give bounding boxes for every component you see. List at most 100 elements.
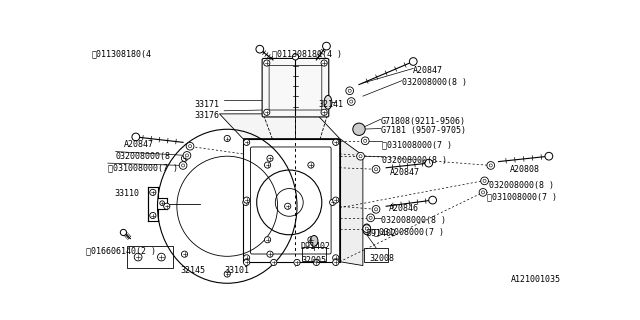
Text: D91402: D91402 (301, 243, 331, 252)
Circle shape (224, 271, 230, 277)
Circle shape (308, 237, 314, 243)
Polygon shape (220, 114, 340, 139)
Circle shape (489, 164, 492, 167)
Circle shape (294, 260, 300, 266)
FancyBboxPatch shape (262, 59, 329, 117)
Text: 032008000(8 ): 032008000(8 ) (382, 156, 447, 165)
Circle shape (364, 139, 367, 142)
Text: 33171: 33171 (195, 100, 220, 109)
Text: D91402: D91402 (367, 229, 397, 238)
Circle shape (369, 216, 372, 219)
Circle shape (264, 237, 271, 243)
Circle shape (333, 197, 339, 203)
Circle shape (120, 229, 127, 236)
Text: 032008000(8: 032008000(8 (116, 152, 171, 161)
Circle shape (374, 168, 378, 171)
Text: A20847: A20847 (390, 168, 420, 177)
Text: 33101: 33101 (224, 266, 249, 275)
Circle shape (313, 260, 319, 266)
Circle shape (330, 199, 336, 205)
Circle shape (181, 251, 188, 257)
Text: ⓜ031008000(7 ): ⓜ031008000(7 ) (374, 227, 445, 236)
Circle shape (186, 154, 189, 157)
Bar (127, 246, 173, 268)
Text: A20846: A20846 (388, 204, 419, 213)
Circle shape (224, 135, 230, 141)
Text: 032008000(8 ): 032008000(8 ) (381, 215, 445, 225)
Text: 032008000(8 ): 032008000(8 ) (489, 181, 554, 190)
Ellipse shape (310, 236, 318, 246)
Circle shape (186, 142, 194, 150)
Text: Ⓑ011308180(4: Ⓑ011308180(4 (92, 49, 152, 58)
Circle shape (374, 208, 378, 211)
Circle shape (365, 227, 368, 230)
Circle shape (292, 54, 298, 60)
Circle shape (134, 253, 142, 261)
Circle shape (483, 179, 486, 182)
Circle shape (157, 253, 165, 261)
Circle shape (481, 177, 488, 185)
Circle shape (362, 137, 369, 145)
Text: G7181 (9507-9705): G7181 (9507-9705) (381, 126, 466, 135)
Text: 32008: 32008 (370, 254, 395, 263)
Circle shape (183, 152, 191, 159)
Text: 032008000(8 ): 032008000(8 ) (402, 78, 467, 87)
Circle shape (359, 155, 362, 158)
Text: 33176: 33176 (195, 111, 220, 120)
Circle shape (264, 162, 271, 168)
Circle shape (372, 205, 380, 213)
Circle shape (150, 189, 156, 196)
Circle shape (244, 197, 250, 203)
Circle shape (264, 60, 270, 66)
Circle shape (244, 255, 250, 261)
Text: 32141: 32141 (318, 100, 343, 109)
Circle shape (348, 89, 351, 92)
Circle shape (323, 42, 330, 50)
Circle shape (487, 162, 495, 169)
Circle shape (425, 159, 433, 167)
Circle shape (333, 260, 339, 266)
Text: 33110: 33110 (114, 188, 139, 197)
Ellipse shape (324, 95, 332, 109)
Circle shape (244, 260, 250, 266)
Circle shape (429, 196, 436, 204)
Circle shape (410, 58, 417, 65)
Text: 32005: 32005 (301, 256, 326, 265)
Polygon shape (340, 139, 363, 266)
Circle shape (285, 203, 291, 209)
Text: A20808: A20808 (509, 165, 540, 174)
Text: ⓜ031008000(7 ): ⓜ031008000(7 ) (487, 192, 557, 201)
Circle shape (179, 162, 187, 169)
Circle shape (363, 225, 371, 232)
Circle shape (367, 214, 374, 222)
Bar (301, 247, 326, 261)
Text: Ⓑ011308180(4 ): Ⓑ011308180(4 ) (272, 49, 342, 58)
Circle shape (267, 155, 273, 161)
Circle shape (481, 191, 484, 194)
Circle shape (372, 165, 380, 173)
Text: A20847: A20847 (124, 140, 154, 149)
Circle shape (267, 251, 273, 257)
Text: 32145: 32145 (180, 266, 205, 275)
Circle shape (353, 123, 365, 135)
Text: ⓜ031008000(7 ): ⓜ031008000(7 ) (382, 140, 452, 149)
Circle shape (479, 188, 487, 196)
Circle shape (356, 152, 364, 160)
Circle shape (160, 201, 164, 205)
Text: ⓜ031008000(7 ): ⓜ031008000(7 ) (108, 163, 178, 172)
Circle shape (150, 212, 156, 219)
Bar (364, 248, 388, 262)
Circle shape (132, 133, 140, 141)
Circle shape (321, 109, 327, 116)
Text: Ⓑ016606140(2 ): Ⓑ016606140(2 ) (86, 246, 156, 255)
Circle shape (244, 139, 250, 145)
Ellipse shape (363, 224, 371, 235)
Circle shape (264, 109, 270, 116)
Circle shape (545, 152, 553, 160)
Circle shape (164, 203, 170, 209)
Circle shape (181, 155, 188, 161)
Circle shape (349, 100, 353, 103)
Circle shape (321, 60, 327, 66)
Circle shape (346, 87, 353, 95)
Text: A20847: A20847 (413, 66, 444, 75)
